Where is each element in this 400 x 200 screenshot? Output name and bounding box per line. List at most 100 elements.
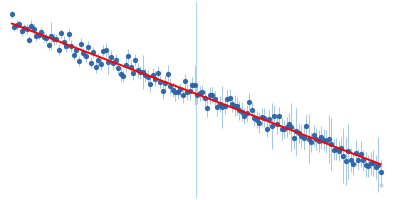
Point: [122, 63, 129, 66]
Point: [110, 62, 116, 65]
Point: [132, 59, 139, 62]
Point: [212, 97, 218, 100]
Point: [266, 117, 272, 121]
Point: [73, 49, 79, 52]
Point: [291, 136, 297, 139]
Point: [194, 94, 200, 97]
Point: [162, 81, 168, 84]
Point: [338, 146, 344, 150]
Point: [145, 75, 151, 79]
Point: [172, 91, 178, 94]
Point: [353, 151, 359, 154]
Point: [36, 33, 42, 36]
Point: [345, 150, 352, 153]
Point: [192, 84, 198, 87]
Point: [63, 45, 69, 48]
Point: [33, 35, 40, 38]
Point: [313, 137, 320, 141]
Point: [288, 126, 295, 129]
Point: [355, 158, 362, 161]
Point: [199, 91, 206, 94]
Point: [14, 24, 20, 27]
Point: [301, 137, 307, 140]
Point: [276, 115, 282, 118]
Point: [197, 92, 203, 95]
Point: [120, 74, 126, 77]
Point: [16, 22, 22, 26]
Point: [326, 138, 332, 141]
Point: [21, 27, 27, 30]
Point: [26, 38, 32, 41]
Point: [100, 49, 106, 52]
Point: [38, 30, 44, 34]
Point: [372, 165, 379, 168]
Point: [216, 102, 223, 105]
Point: [206, 94, 213, 97]
Point: [365, 165, 372, 168]
Point: [283, 125, 290, 128]
Point: [335, 149, 342, 153]
Point: [293, 129, 300, 133]
Point: [108, 55, 114, 58]
Point: [83, 54, 89, 57]
Point: [281, 127, 287, 131]
Point: [251, 116, 258, 119]
Point: [229, 102, 235, 106]
Point: [157, 81, 164, 84]
Point: [170, 88, 176, 91]
Point: [154, 71, 161, 74]
Point: [105, 60, 112, 64]
Point: [93, 65, 99, 68]
Point: [370, 161, 376, 164]
Point: [90, 50, 96, 53]
Point: [31, 27, 37, 30]
Point: [226, 97, 233, 100]
Point: [343, 159, 349, 162]
Point: [328, 142, 334, 145]
Point: [316, 139, 322, 143]
Point: [333, 148, 339, 151]
Point: [224, 97, 230, 100]
Point: [246, 100, 252, 104]
Point: [189, 83, 196, 86]
Point: [66, 33, 72, 36]
Point: [75, 60, 82, 63]
Point: [28, 24, 35, 27]
Point: [348, 158, 354, 162]
Point: [310, 134, 317, 137]
Point: [48, 34, 54, 37]
Point: [98, 62, 104, 66]
Point: [174, 91, 181, 94]
Point: [214, 105, 220, 108]
Point: [320, 138, 327, 141]
Point: [150, 73, 156, 76]
Point: [274, 122, 280, 125]
Point: [258, 115, 265, 118]
Point: [80, 51, 87, 55]
Point: [187, 89, 193, 92]
Point: [125, 54, 131, 57]
Point: [375, 163, 381, 166]
Point: [11, 25, 17, 29]
Point: [244, 112, 250, 115]
Point: [18, 30, 25, 33]
Point: [306, 137, 312, 141]
Point: [177, 88, 183, 91]
Point: [160, 90, 166, 93]
Point: [264, 127, 270, 130]
Point: [318, 136, 324, 139]
Point: [368, 162, 374, 165]
Point: [256, 121, 262, 124]
Point: [234, 104, 240, 107]
Point: [268, 124, 275, 127]
Point: [249, 109, 255, 112]
Point: [278, 127, 285, 130]
Point: [137, 70, 144, 74]
Point: [23, 28, 30, 31]
Point: [118, 73, 124, 76]
Point: [50, 37, 57, 40]
Point: [239, 110, 245, 113]
Point: [41, 36, 47, 39]
Point: [323, 140, 329, 143]
Point: [219, 105, 225, 109]
